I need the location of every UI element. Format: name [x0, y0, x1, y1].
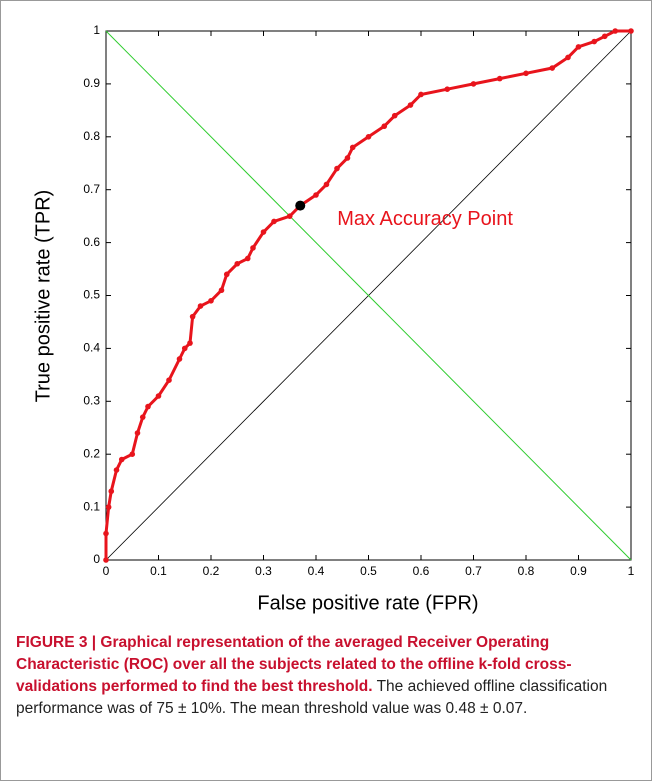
roc-point	[181, 345, 188, 352]
roc-point	[612, 28, 619, 34]
y-tick-label: 0.4	[83, 341, 100, 355]
roc-point	[108, 488, 115, 495]
roc-point	[628, 28, 634, 34]
roc-point	[250, 245, 256, 251]
x-tick-label: 0	[103, 564, 110, 578]
roc-point	[139, 414, 146, 420]
x-tick-label: 0.2	[203, 564, 220, 578]
annotation: Max Accuracy Point	[337, 208, 513, 230]
roc-point	[601, 33, 608, 40]
roc-point	[166, 377, 172, 383]
y-tick-label: 0.1	[83, 499, 100, 513]
roc-point	[155, 393, 162, 399]
roc-point	[145, 403, 151, 410]
roc-point	[129, 451, 136, 458]
caption-label: FIGURE 3 | Graphical representation of t…	[16, 634, 572, 695]
roc-point	[187, 340, 193, 346]
y-tick-label: 0.8	[83, 129, 100, 143]
x-tick-label: 0.7	[465, 564, 482, 578]
chart: False positive rate (FPR) True positive …	[32, 23, 635, 614]
roc-point	[313, 192, 319, 198]
x-tick-label: 0.8	[518, 564, 535, 578]
roc-point	[591, 38, 598, 45]
caption: FIGURE 3 | Graphical representation of t…	[16, 632, 638, 720]
y-tick-label: 0.5	[83, 288, 100, 302]
roc-point	[418, 91, 424, 98]
y-tick-label: 0.9	[83, 76, 100, 90]
roc-point	[134, 430, 141, 436]
roc-point	[260, 229, 267, 235]
roc-point	[113, 467, 120, 473]
anti-diagonal	[105, 30, 632, 561]
roc-point	[444, 86, 451, 92]
x-tick-label: 0.9	[570, 564, 587, 578]
roc-point	[391, 112, 398, 119]
roc-point	[470, 81, 477, 87]
roc-point	[381, 123, 388, 130]
roc-point	[244, 255, 251, 262]
roc-point	[103, 530, 109, 537]
x-tick-label: 0.5	[360, 564, 377, 578]
x-tick-label: 1	[628, 564, 635, 578]
y-tick-label: 0	[93, 552, 100, 566]
roc-point	[344, 155, 351, 161]
roc-point	[271, 218, 277, 225]
roc-point	[197, 303, 204, 309]
roc-point	[349, 144, 356, 151]
roc-point	[118, 456, 125, 463]
roc-point	[234, 260, 241, 267]
x-axis-label: False positive rate (FPR)	[257, 592, 478, 614]
y-tick-label: 1	[93, 23, 100, 37]
roc-point	[176, 356, 183, 362]
roc-point	[105, 504, 112, 510]
x-tick-label: 0.3	[255, 564, 272, 578]
roc-point	[208, 297, 214, 304]
x-tick-label: 0.6	[413, 564, 430, 578]
roc-point	[549, 65, 556, 71]
y-tick-label: 0.3	[83, 393, 100, 407]
roc-point	[523, 70, 529, 77]
roc-point	[103, 557, 109, 563]
roc-point	[286, 213, 293, 219]
roc-point	[334, 165, 340, 172]
x-tick-label: 0.4	[308, 564, 325, 578]
roc-point	[407, 102, 414, 108]
y-tick-label: 0.2	[83, 446, 100, 460]
y-axis-label: True positive rate (TPR)	[32, 190, 54, 403]
y-tick-label: 0.7	[83, 182, 100, 196]
roc-point	[323, 181, 330, 188]
roc-point	[218, 287, 225, 294]
roc-point	[223, 271, 230, 278]
x-tick-label: 0.1	[150, 564, 167, 578]
max-accuracy-point	[295, 200, 306, 211]
roc-point	[575, 44, 582, 50]
y-tick-label: 0.6	[83, 235, 100, 249]
roc-point	[496, 75, 503, 82]
caption-text: The achieved offline classification perf…	[16, 678, 608, 717]
roc-point	[189, 313, 196, 320]
roc-point	[565, 54, 571, 61]
roc-point	[365, 134, 372, 140]
